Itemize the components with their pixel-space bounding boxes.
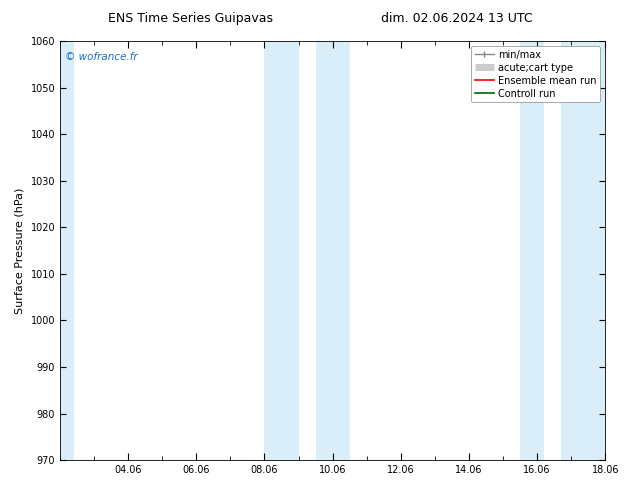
Text: ENS Time Series Guipavas: ENS Time Series Guipavas <box>108 12 273 25</box>
Legend: min/max, acute;cart type, Ensemble mean run, Controll run: min/max, acute;cart type, Ensemble mean … <box>471 46 600 102</box>
Bar <box>60 41 74 460</box>
Bar <box>316 41 350 460</box>
Bar <box>264 41 299 460</box>
Y-axis label: Surface Pressure (hPa): Surface Pressure (hPa) <box>15 187 25 314</box>
Text: © wofrance.fr: © wofrance.fr <box>65 51 138 62</box>
Bar <box>520 41 544 460</box>
Text: dim. 02.06.2024 13 UTC: dim. 02.06.2024 13 UTC <box>380 12 533 25</box>
Bar <box>561 41 605 460</box>
